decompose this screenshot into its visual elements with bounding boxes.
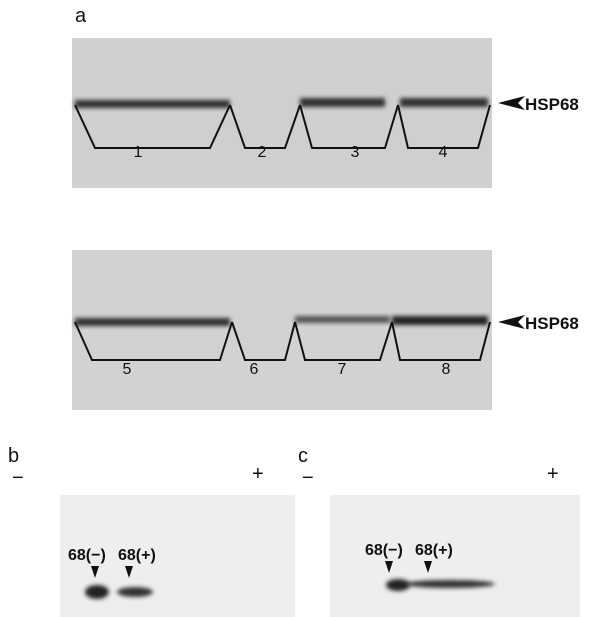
- panel-label: a: [75, 5, 87, 27]
- spot-label: 68(−): [68, 547, 106, 564]
- spot: [405, 580, 495, 588]
- plus-label: +: [547, 463, 559, 485]
- band: [75, 318, 230, 326]
- spot-label: 68(+): [415, 542, 453, 559]
- spot-label: 68(−): [365, 542, 403, 559]
- bracket: [294, 321, 393, 361]
- spot-label: 68(+): [118, 547, 156, 564]
- lane-label: 3: [351, 144, 360, 161]
- bracket: [391, 321, 491, 361]
- lane-label: 8: [442, 361, 451, 378]
- band: [400, 98, 488, 107]
- marker-label: HSP68: [525, 95, 579, 114]
- band: [295, 316, 390, 323]
- arrowhead: [498, 96, 525, 110]
- arrowhead: [385, 561, 393, 573]
- panel-label: b: [8, 445, 19, 467]
- bracket: [231, 321, 296, 361]
- arrowhead: [498, 315, 525, 329]
- lane-label: 4: [439, 144, 448, 161]
- lane-label: 2: [258, 144, 267, 161]
- spot: [85, 585, 109, 599]
- gel: [330, 495, 580, 617]
- lane-label: 1: [134, 144, 143, 161]
- marker-label: HSP68: [525, 314, 579, 333]
- bracket: [229, 104, 301, 149]
- band: [300, 98, 385, 107]
- band: [392, 316, 488, 325]
- minus-label: −: [302, 467, 314, 489]
- arrowhead: [424, 561, 432, 573]
- band: [75, 100, 230, 108]
- arrowhead: [91, 566, 99, 578]
- arrowhead: [125, 566, 133, 578]
- lane-label: 5: [123, 361, 132, 378]
- bracket: [299, 104, 399, 149]
- lane-label: 7: [338, 361, 347, 378]
- gel: [72, 38, 492, 188]
- lane-label: 6: [250, 361, 259, 378]
- spot: [386, 579, 410, 591]
- plus-label: +: [252, 463, 264, 485]
- bracket: [74, 321, 233, 361]
- gel: [72, 250, 492, 410]
- bracket: [397, 104, 491, 149]
- spot: [117, 587, 153, 597]
- panel-label: c: [298, 445, 308, 467]
- bracket: [74, 104, 231, 149]
- minus-label: −: [12, 467, 24, 489]
